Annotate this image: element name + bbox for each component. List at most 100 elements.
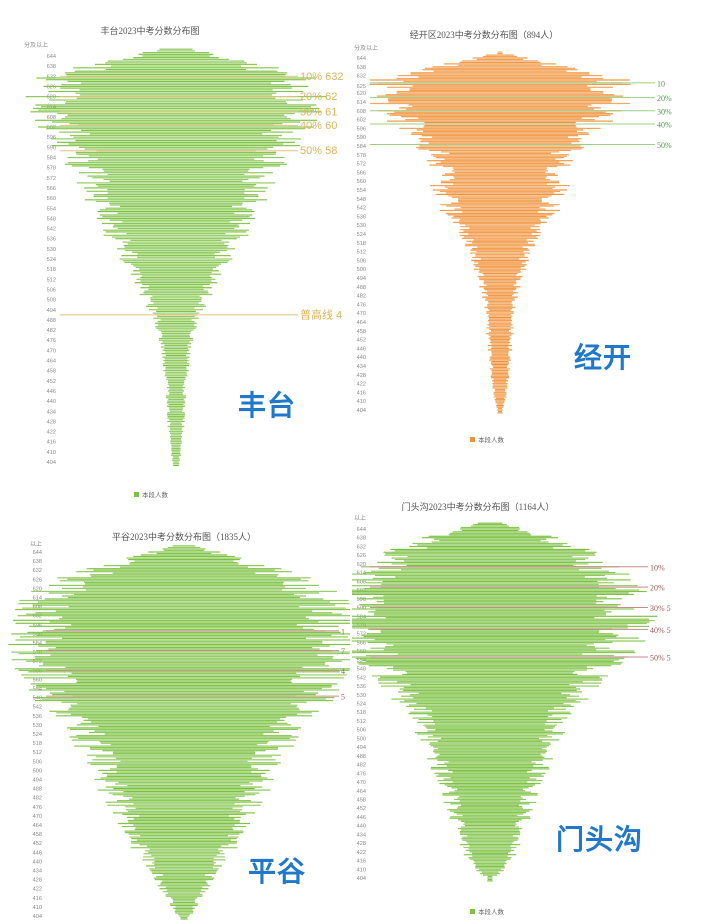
bar [411,132,589,134]
bar [436,775,544,777]
bar [172,459,180,461]
bar [103,234,249,236]
bar [442,165,558,168]
bar [109,219,243,221]
bar [131,838,237,840]
bar [460,830,520,833]
bar [456,813,524,815]
bar [427,758,553,760]
bar [461,838,519,840]
annotation-label: 30% 5 [650,604,671,613]
bar [152,312,200,314]
bar [391,698,589,700]
y-tick-label: 602 [357,118,366,124]
annotation-label: 40% [657,121,672,130]
bar [104,733,264,735]
bar [131,263,221,265]
bar [170,897,198,899]
bar [483,874,497,876]
bar [66,101,286,103]
bar [432,734,548,737]
bar [469,227,531,229]
bar [367,633,613,635]
bar [157,315,195,318]
bar [134,282,218,284]
chart-title: 门头沟2023中考分数分布图（1164人） [402,501,555,512]
bar [471,259,529,261]
bar [105,231,247,233]
bar [105,786,263,788]
bar [169,427,183,429]
bar [167,892,200,894]
bar [384,554,596,556]
bar [61,595,307,597]
bar [444,186,556,188]
y-tick-label: 644 [357,527,366,533]
bar [435,729,545,731]
bar [427,714,553,716]
bar [468,233,532,235]
bar [491,350,509,352]
bar [444,158,556,160]
bar [448,769,532,771]
bar [472,248,528,250]
bar [73,67,279,69]
bar [450,810,530,812]
y-tick-label: 620 [33,586,42,592]
y-tick-label: 572 [33,659,42,665]
bar [36,634,332,636]
bar [96,756,272,758]
bar [169,410,183,412]
bar [69,707,299,709]
bar [42,662,326,664]
bar [359,663,621,665]
bar [428,743,551,745]
y-tick-label: 446 [357,815,366,821]
bar [146,845,222,847]
bar [75,92,277,94]
bar [139,815,229,817]
bar [468,848,512,850]
bar [427,730,553,732]
bar [116,765,252,767]
bar [375,609,605,611]
bar [68,606,300,608]
bar [34,656,334,658]
bar [165,354,187,357]
bar [478,262,522,264]
bar [126,557,242,559]
bar [148,309,203,311]
bar [479,270,521,272]
bar [370,79,630,81]
bar [432,716,548,718]
bar [418,76,582,78]
annotation-label: 4 [341,667,345,676]
bar [105,801,263,803]
bar [435,163,565,165]
y-tick-label: 506 [357,728,366,734]
y-tick-label: 560 [47,196,56,202]
bar [105,780,263,782]
bar [90,763,278,765]
y-tick-label: 584 [47,156,56,162]
bar [167,420,185,423]
bar [165,373,187,375]
bar [139,268,213,270]
bar [133,803,235,805]
bar [366,654,614,657]
bar [158,337,194,340]
bar [167,412,185,414]
bar [137,256,215,258]
bar [57,112,295,115]
bar [100,742,268,744]
bar [133,270,219,272]
bar [431,154,569,156]
bar [65,627,303,629]
bar [436,764,544,766]
bar [386,113,613,115]
bar [404,560,576,562]
bar [410,133,590,135]
bar [433,750,547,753]
bar [451,170,548,172]
y-tick-label: 524 [357,702,366,708]
